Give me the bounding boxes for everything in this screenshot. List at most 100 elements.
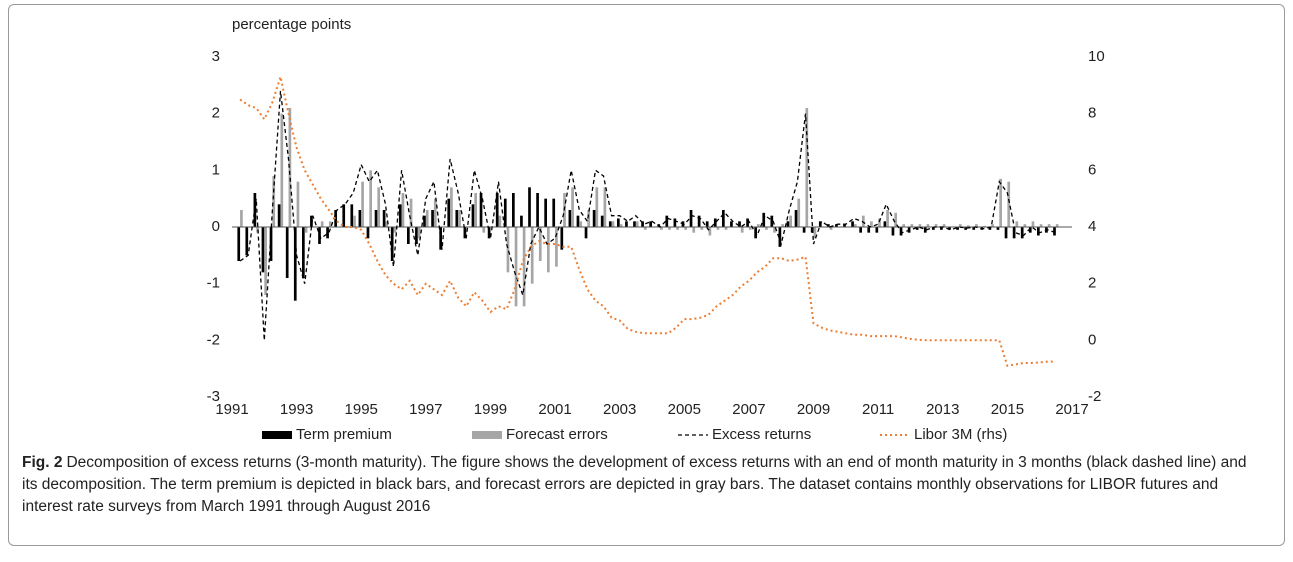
bar [458, 210, 461, 227]
bar [407, 227, 410, 244]
bar [713, 218, 717, 227]
x-tick-label: 2005 [668, 401, 701, 418]
bar [293, 227, 297, 301]
bar [738, 221, 741, 227]
bar [705, 221, 709, 227]
y-tick-label: -1 [207, 275, 220, 292]
bar [479, 193, 483, 227]
x-tick-label: 2013 [926, 401, 959, 418]
bar [512, 193, 515, 227]
bar [342, 204, 346, 227]
bar [261, 227, 265, 273]
figure-frame [8, 4, 1285, 546]
y-axis-label: percentage points [232, 16, 351, 33]
x-tick-label: 1997 [409, 401, 442, 418]
bar [385, 221, 389, 227]
bar [495, 193, 499, 227]
bar [447, 198, 451, 227]
bar [1028, 227, 1032, 233]
bar [722, 210, 725, 227]
bar [328, 221, 332, 227]
bar [237, 227, 241, 261]
bar [926, 224, 930, 227]
bar [878, 218, 881, 227]
bar [471, 204, 475, 227]
bar [288, 108, 292, 227]
caption-text: Decomposition of excess returns (3-month… [22, 454, 1247, 515]
bar [310, 215, 313, 227]
bar [522, 227, 526, 307]
x-tick-label: 1999 [474, 401, 507, 418]
bar [870, 221, 873, 227]
y2-tick-label: 6 [1088, 161, 1096, 178]
x-tick-label: 2017 [1055, 401, 1088, 418]
bar [433, 198, 437, 227]
bar [964, 227, 967, 230]
bar [530, 227, 534, 284]
x-tick-label: 1993 [280, 401, 313, 418]
x-tick-label: 1991 [215, 401, 248, 418]
x-tick-label: 2015 [991, 401, 1024, 418]
bar [377, 187, 381, 227]
bar [829, 227, 833, 230]
y-tick-label: -2 [207, 331, 220, 348]
bar [684, 227, 687, 230]
bar [967, 225, 970, 227]
bar [948, 227, 951, 230]
bar [538, 227, 542, 261]
bar [520, 215, 523, 227]
bar [401, 193, 405, 227]
bar [326, 227, 329, 239]
bar [1007, 181, 1011, 227]
y-tick-label: 2 [212, 105, 220, 122]
bar [942, 224, 946, 227]
bar [730, 221, 733, 227]
bar [547, 227, 550, 273]
bar [552, 198, 556, 227]
legend-label: Term premium [296, 426, 392, 443]
bar [875, 227, 879, 233]
bar [625, 221, 628, 227]
chart: percentage points -3 -2 -1 0 1 2 3 -2 0 2 4 6 8 10 199… [207, 16, 1105, 443]
bar [724, 227, 728, 230]
bar [1031, 221, 1035, 227]
caption: Fig. 2 Decomposition of excess returns (3… [22, 452, 1262, 518]
bar [676, 227, 679, 230]
legend-swatch [262, 431, 292, 439]
bar [956, 227, 959, 230]
bar [996, 227, 1000, 230]
bar [649, 221, 652, 227]
bar [584, 227, 588, 239]
line [239, 72, 1056, 367]
bar [1055, 224, 1059, 227]
bar [353, 215, 356, 227]
bar [886, 210, 889, 227]
bar [859, 227, 862, 233]
bar [415, 227, 418, 244]
bar [778, 227, 782, 247]
bar [665, 215, 669, 227]
y2-tick-label: -2 [1088, 388, 1101, 405]
bar [595, 187, 599, 227]
bar [883, 221, 887, 227]
bar [617, 218, 620, 227]
legend-label: Libor 3M (rhs) [914, 426, 1007, 443]
bar [579, 221, 582, 227]
y2-tick-label: 0 [1088, 331, 1096, 348]
bar [571, 187, 574, 227]
bar [450, 187, 453, 227]
bar [369, 170, 372, 227]
bar [773, 227, 776, 233]
bar [253, 193, 257, 227]
y2-tick-label: 4 [1088, 218, 1096, 235]
bar [439, 227, 442, 250]
bar [603, 187, 607, 227]
bar [555, 227, 558, 267]
bar [269, 227, 273, 261]
bar [910, 224, 914, 227]
bar [350, 204, 354, 227]
bar [673, 218, 677, 227]
bar [482, 227, 486, 233]
bar [536, 193, 539, 227]
